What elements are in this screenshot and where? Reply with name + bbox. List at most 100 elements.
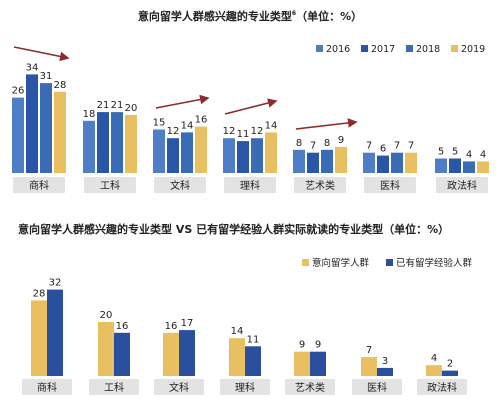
value-label-2019-2: 16 [195,115,208,126]
bar-2017-1 [97,112,109,173]
value2-label-1-0: 32 [49,278,62,289]
bar-2016-2 [153,129,165,173]
category2-box-1 [89,379,139,395]
chart1-legend-swatch-2018 [406,45,413,52]
bar-2019-6 [477,161,489,173]
bar2-0-0 [31,300,47,376]
value2-label-1-6: 2 [447,359,453,370]
category2-label-3: 理科 [235,381,255,394]
value-label-2016-1: 18 [83,109,96,120]
bar2-0-5 [361,357,377,376]
category2-label-5: 医科 [367,381,387,394]
bar2-1-5 [377,367,393,376]
trend-arrow-1 [155,94,210,109]
category-box-4 [294,177,346,193]
bar2-0-6 [426,365,442,376]
chart1-title: 意向留学人群感兴趣的专业类型6（单位：%） [138,9,362,23]
value2-label-0-3: 14 [231,326,244,337]
value2-label-0-2: 16 [165,321,178,332]
value-label-2019-4: 9 [338,135,344,146]
value2-label-1-5: 3 [382,356,388,367]
value-label-2017-2: 12 [167,126,180,137]
value2-label-1-3: 11 [247,334,260,345]
category-label-0: 商科 [29,179,49,192]
bar-2019-1 [125,115,137,173]
value-label-2016-0: 26 [12,86,25,97]
category-label-3: 理科 [240,179,260,192]
bar2-1-2 [179,330,195,376]
trend-arrow-3 [295,118,358,130]
chart1-legend-swatch-2019 [451,45,458,52]
bar-2017-5 [377,155,389,173]
bar-2019-2 [195,126,207,173]
bar-2016-5 [363,152,375,173]
category2-label-4: 艺术类 [295,381,325,394]
bar2-1-6 [442,370,458,376]
category2-box-3 [220,379,270,395]
bar-2016-1 [83,120,95,173]
value-label-2018-3: 12 [251,126,264,137]
value-label-2017-3: 11 [237,129,250,140]
category-label-6: 政法科 [447,179,477,192]
value2-label-1-1: 16 [116,321,129,332]
value-label-2018-1: 21 [111,100,124,111]
category-box-1 [84,177,136,193]
trend-arrow-0 [13,46,70,62]
bar-2018-3 [251,138,263,173]
bar-2017-2 [167,138,179,173]
bar2-0-4 [294,351,310,376]
bar-2016-4 [293,149,305,173]
value-label-2017-5: 6 [380,144,386,155]
value-label-2016-5: 7 [366,141,372,152]
bar-2019-3 [265,132,277,173]
bar-2018-0 [40,83,52,173]
bar-2016-3 [223,138,235,173]
chart2-legend-swatch-1 [386,259,393,266]
chart1-legend-swatch-2017 [361,45,368,52]
chart2-legend-swatch-0 [302,259,309,266]
value2-label-1-4: 9 [315,340,321,351]
chart1-legend-swatch-2016 [316,45,323,52]
bar2-1-0 [47,289,63,376]
value2-label-0-0: 28 [33,288,46,299]
value-label-2018-0: 31 [40,71,53,82]
value-label-2019-1: 20 [125,103,138,114]
bar-2019-5 [405,152,417,173]
category-box-6 [436,177,488,193]
bar-2017-6 [449,158,461,173]
bar2-0-3 [229,338,245,376]
bar2-1-4 [310,351,326,376]
bar2-1-1 [114,332,130,376]
category2-label-0: 商科 [37,381,57,394]
category-label-2: 文科 [170,179,190,192]
category-label-1: 工科 [100,179,120,192]
value-label-2018-5: 7 [394,141,400,152]
bar-2017-4 [307,152,319,173]
bar-2018-1 [111,112,123,173]
value-label-2017-6: 5 [452,147,458,158]
chart2-legend-0: 意向留学人群 [312,257,370,269]
category-label-4: 艺术类 [305,179,335,192]
value-label-2018-2: 14 [181,120,194,131]
chart1-legend-2018: 2018 [416,44,440,55]
value-label-2016-4: 8 [296,138,302,149]
chart1-legend-2016: 2016 [326,44,350,55]
category2-label-2: 文科 [169,381,189,394]
bar-2018-2 [181,132,193,173]
category2-box-0 [22,379,72,395]
value-label-2016-6: 5 [438,147,444,158]
bar-2018-5 [391,152,403,173]
bar2-1-3 [245,346,261,376]
category-label-5: 医科 [380,179,400,192]
trend-arrow-2 [224,98,278,115]
chart1-legend-2019: 2019 [461,44,485,55]
category2-box-5 [352,379,402,395]
bar-2017-3 [237,141,249,173]
value-label-2016-2: 15 [153,118,166,129]
category-box-3 [224,177,276,193]
category2-box-4 [285,379,335,395]
bar2-0-1 [98,322,114,376]
bar-2019-0 [54,91,66,173]
